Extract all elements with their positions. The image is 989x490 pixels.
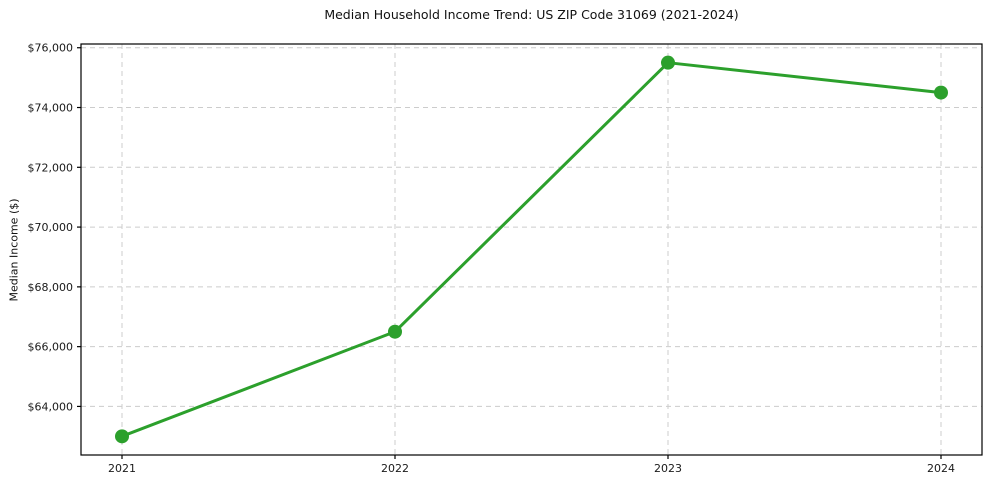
axes-border: [80, 43, 983, 456]
data-point-2021: [115, 429, 129, 444]
x-tick-label: 2021: [108, 462, 136, 475]
y-tick-label: $74,000: [28, 102, 74, 115]
x-tick-label: 2022: [381, 462, 409, 475]
data-point-2024: [934, 85, 948, 100]
x-tick-label: 2024: [927, 462, 955, 475]
chart-title: Median Household Income Trend: US ZIP Co…: [324, 7, 739, 22]
y-tick-label: $72,000: [28, 161, 74, 174]
trend-line: [121, 61, 942, 438]
y-tick-label: $64,000: [28, 400, 74, 413]
y-tick-label: $68,000: [28, 281, 74, 294]
data-point-2023: [661, 55, 675, 70]
data-point-2022: [388, 324, 402, 339]
y-tick-label: $70,000: [28, 221, 74, 234]
y-tick-label: $66,000: [28, 341, 74, 354]
y-tick-label: $76,000: [28, 42, 74, 55]
x-tick-label: 2023: [654, 462, 682, 475]
y-axis-label: Median Income ($): [7, 198, 21, 302]
